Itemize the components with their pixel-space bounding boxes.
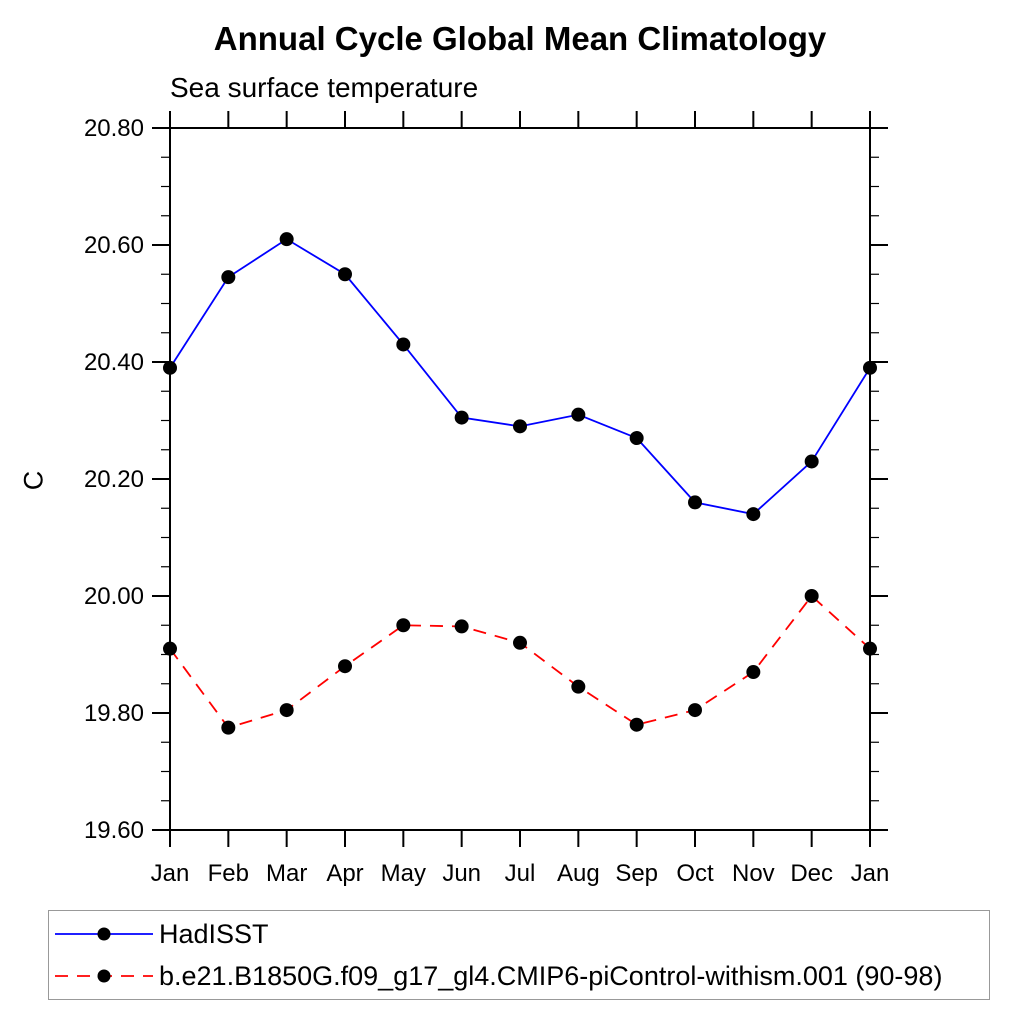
- data-point-marker: [863, 360, 877, 375]
- data-point-marker: [338, 267, 352, 282]
- data-point-marker: [571, 407, 586, 422]
- data-point-marker: [629, 431, 644, 446]
- data-point-marker: [746, 665, 761, 680]
- x-tick-label: Jul: [505, 860, 536, 887]
- x-tick-label: Mar: [266, 860, 307, 887]
- data-point-marker: [571, 679, 586, 694]
- x-tick-label: Feb: [208, 860, 249, 887]
- data-point-marker: [863, 641, 877, 656]
- x-tick-label: Oct: [676, 860, 714, 887]
- data-point-marker: [279, 703, 294, 718]
- legend-line-sample-hadisst: [55, 927, 153, 941]
- data-point-marker: [746, 507, 761, 522]
- legend-line-sample-model: [55, 969, 153, 983]
- y-tick-label: 20.80: [84, 115, 144, 142]
- series-model: [163, 589, 877, 735]
- chart-title: Annual Cycle Global Mean Climatology: [213, 20, 827, 57]
- data-point-marker: [688, 495, 702, 510]
- legend-label-hadisst: HadISST: [159, 918, 269, 949]
- legend-marker-icon: [97, 927, 111, 941]
- legend-row-model: b.e21.B1850G.f09_g17_gl4.CMIP6-piControl…: [49, 959, 989, 993]
- data-point-marker: [163, 360, 177, 375]
- data-point-marker: [221, 270, 236, 285]
- y-tick-label: 20.00: [84, 583, 144, 610]
- x-tick-label: May: [381, 860, 426, 887]
- data-point-marker: [513, 635, 527, 650]
- x-tick-label: Jan: [851, 860, 890, 887]
- legend-marker-icon: [97, 969, 111, 983]
- data-point-marker: [221, 720, 236, 735]
- y-tick-label: 20.20: [84, 466, 144, 493]
- data-point-marker: [396, 337, 411, 352]
- data-point-marker: [804, 454, 819, 469]
- data-point-marker: [396, 618, 411, 633]
- data-point-marker: [454, 410, 469, 425]
- chart-subtitle: Sea surface temperature: [170, 72, 479, 103]
- data-point-marker: [513, 419, 527, 434]
- plot-frame: [169, 127, 871, 831]
- series-line: [169, 238, 871, 516]
- x-tick-label: Apr: [326, 860, 363, 887]
- x-axis-ticks: Jan Feb Mar Apr May Jun Jul Aug Sep Oct Nov Dec Jan: [151, 111, 890, 887]
- x-tick-label: Aug: [557, 860, 600, 887]
- data-point-marker: [688, 703, 702, 718]
- legend-box: HadISST b.e21.B1850G.f09_g17_gl4.CMIP6-p…: [48, 910, 990, 1000]
- data-point-marker: [163, 641, 177, 656]
- x-tick-label: Sep: [615, 860, 658, 887]
- series-hadisst: [163, 232, 877, 522]
- y-tick-label: 19.60: [84, 817, 144, 844]
- y-tick-label: 20.60: [84, 232, 144, 259]
- data-point-marker: [338, 659, 352, 674]
- legend-label-model: b.e21.B1850G.f09_g17_gl4.CMIP6-piControl…: [159, 960, 943, 991]
- data-point-marker: [804, 589, 819, 603]
- series-line: [169, 594, 871, 729]
- data-point-marker: [454, 619, 469, 634]
- data-point-marker: [279, 232, 294, 247]
- legend-row-hadisst: HadISST: [49, 917, 989, 951]
- x-tick-label: Jan: [151, 860, 190, 887]
- y-axis-ticks: 19.60 19.80 20.00 20.20 20.40 20.60 20.80: [84, 115, 888, 844]
- data-point-marker: [629, 717, 644, 732]
- y-tick-label: 19.80: [84, 700, 144, 727]
- x-tick-label: Dec: [790, 860, 833, 887]
- x-tick-label: Nov: [732, 860, 775, 887]
- y-tick-label: 20.40: [84, 349, 144, 376]
- x-tick-label: Jun: [442, 860, 481, 887]
